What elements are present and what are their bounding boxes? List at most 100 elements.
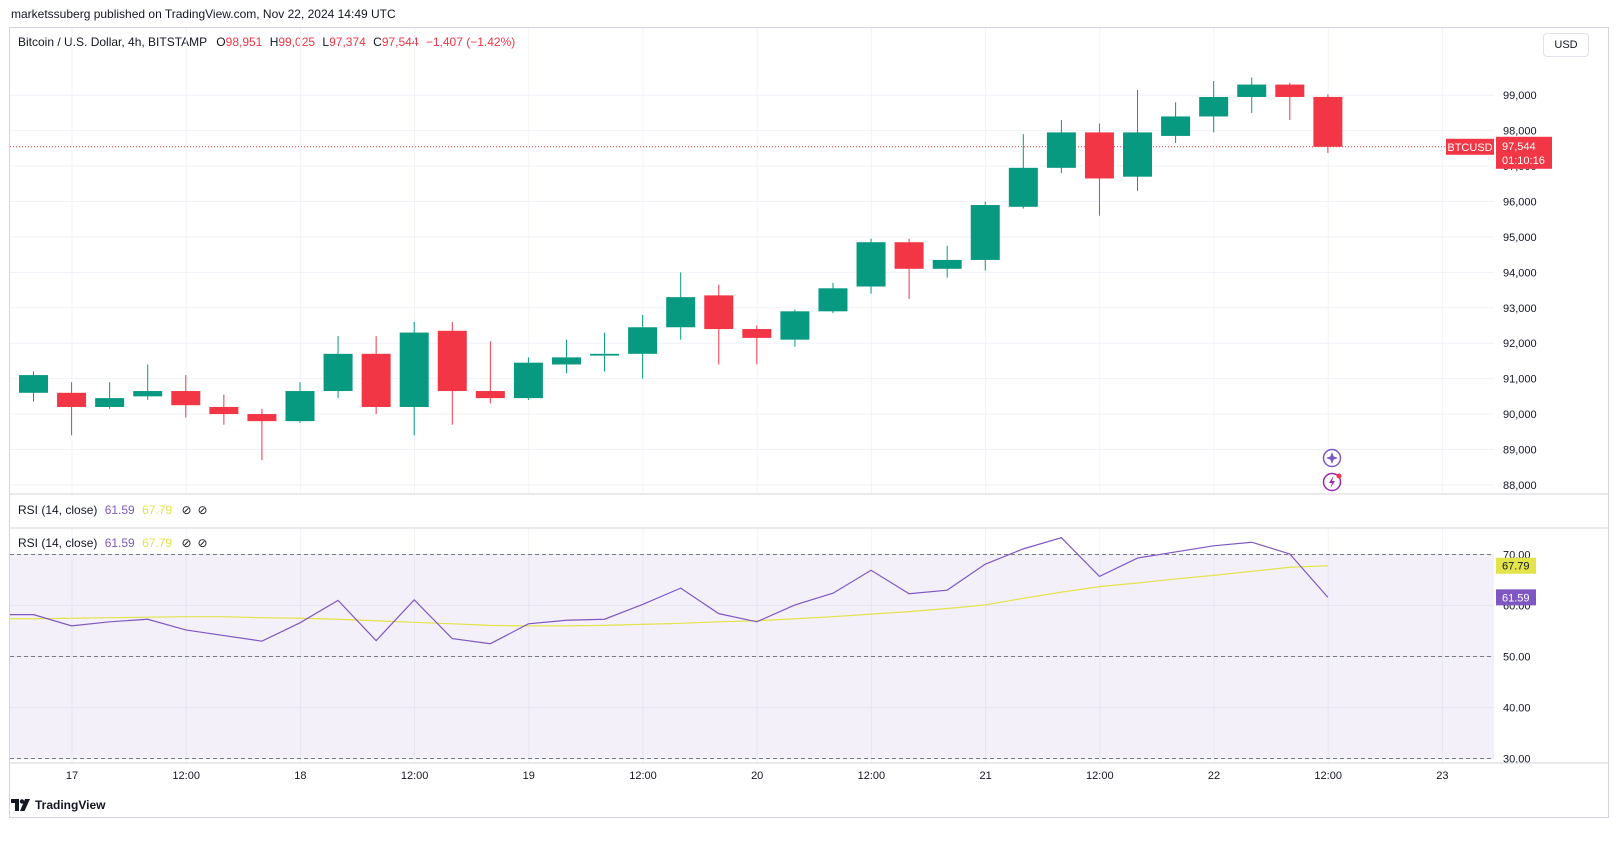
candle-body [628,327,658,354]
ticker-tag: BTCUSD [1447,142,1492,154]
high-label: H [269,35,279,49]
hidden-icon[interactable]: ⊘ [181,503,192,517]
candle-body [590,353,620,356]
grid [10,28,1494,763]
candle [1275,82,1305,120]
candle-body [171,391,201,406]
candle [513,357,543,400]
hidden-icon[interactable]: ⊘ [197,503,208,517]
candle [1123,89,1153,191]
candle-body [894,242,924,269]
candle-body [970,205,1000,260]
candle [475,341,505,404]
change-value: −1,407 (−1.42%) [425,35,516,49]
candle-body [1237,84,1267,97]
rsi-line [10,536,1329,645]
candle [171,375,201,418]
candle-body [513,362,543,399]
hidden-icon[interactable]: ⊘ [181,536,192,550]
time-tick-label: 12:00 [1314,770,1342,782]
candle [209,394,239,425]
candle-body [399,332,429,407]
candle-body [1123,132,1153,177]
ticker-tag-bg [1446,138,1494,155]
candle [1161,102,1191,144]
rsi-tag-bg [1496,589,1536,606]
candle-body [361,353,391,407]
time-tick-label: 19 [523,770,535,782]
candle [399,321,429,436]
candle-body [57,392,87,407]
candle-body [704,295,734,330]
candle [704,284,734,365]
candles [19,77,1343,461]
brand-name: TradingView [35,798,106,812]
rsi-tick-label: 40.00 [1503,702,1531,714]
rsi-value: 61.59 [104,503,135,517]
candle-body [323,353,353,392]
price-tag-countdown: 01:10:16 [1502,155,1545,167]
price-tick-label: 95,000 [1503,232,1537,244]
time-tick-label: 20 [751,770,763,782]
candle-body [285,391,315,422]
candle-body [475,391,505,399]
tradingview-brand[interactable]: TradingView [11,798,105,812]
hidden-icon[interactable]: ⊘ [197,536,208,550]
price-axis: 88,000 89,000 90,000 91,000 92,000 93,000 94,0… [1503,90,1537,492]
candle-body [818,288,848,312]
candle-body [209,406,239,415]
price-tick-label: 93,000 [1503,303,1537,315]
candle-body [742,329,772,338]
rsi-tag: 61.59 [1502,592,1530,604]
candle [932,245,962,278]
candle [247,408,277,461]
rsi-ma-value: 67.79 [142,503,173,517]
candle [133,364,163,400]
candle [894,238,924,299]
open-value: 98,951 [225,35,263,49]
rsi-legend-collapsed: RSI (14, close) 61.59 67.79 ⊘ ⊘ [18,503,208,517]
symbol-name: Bitcoin / U.S. Dollar, 4h, BITSTAMP [18,35,207,49]
rsi-label: RSI (14, close) [18,536,98,550]
symbol-legend: Bitcoin / U.S. Dollar, 4h, BITSTAMP O98,… [18,35,515,49]
close-label: C [373,35,382,49]
time-tick-label: 12:00 [1086,770,1114,782]
candle-body [247,414,277,422]
rsi-ma-line [10,565,1328,627]
candle-body [1313,96,1343,147]
rsi-tick-label: 30.00 [1503,753,1531,765]
candle-body [1199,96,1229,117]
attribution: marketssuberg published on TradingView.c… [11,7,396,21]
star-icon[interactable] [1322,448,1342,468]
rsi-value: 61.59 [104,536,135,550]
candle [970,201,1000,271]
price-tag-value: 97,544 [1502,141,1536,153]
candle-body [551,357,581,365]
price-tick-label: 91,000 [1503,374,1537,386]
candle [818,282,848,314]
price-tick-label: 92,000 [1503,338,1537,350]
candle [856,238,886,294]
time-tick-label: 12:00 [401,770,429,782]
price-tick-label: 99,000 [1503,90,1537,102]
currency-button[interactable]: USD [1543,33,1589,57]
price-tick-label: 89,000 [1503,444,1537,456]
candle [437,321,467,425]
candle [742,325,772,365]
candle-body [133,391,163,397]
price-tick-label: 88,000 [1503,480,1537,492]
tradingview-logo-icon [11,799,30,811]
price-tick-label: 90,000 [1503,409,1537,421]
candle-body [1046,132,1076,168]
candle [1237,77,1267,113]
candle-body [780,311,810,340]
time-tick-label: 23 [1436,770,1448,782]
time-tick-label: 17 [66,770,78,782]
candle [1199,81,1229,133]
candle-body [856,242,886,287]
candle [19,371,48,402]
lightning-icon[interactable] [1322,472,1342,492]
rsi-levels [10,553,1494,759]
chart-frame [9,27,1609,818]
